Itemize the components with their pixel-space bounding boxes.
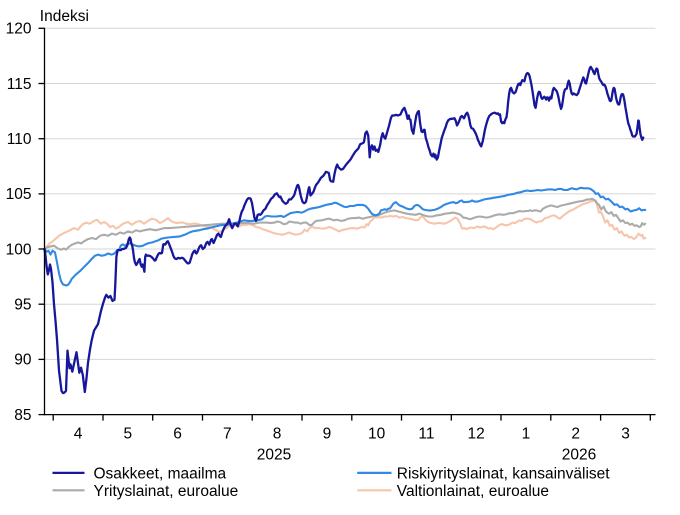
svg-text:8: 8 xyxy=(273,425,282,442)
svg-text:Valtionlainat, euroalue: Valtionlainat, euroalue xyxy=(397,483,549,500)
svg-text:5: 5 xyxy=(123,425,132,442)
svg-text:1: 1 xyxy=(522,425,531,442)
svg-text:95: 95 xyxy=(14,297,31,314)
svg-text:100: 100 xyxy=(6,241,32,258)
svg-text:Riskiyrityslainat, kansainväli: Riskiyrityslainat, kansainväliset xyxy=(397,465,610,482)
svg-text:7: 7 xyxy=(223,425,232,442)
svg-text:9: 9 xyxy=(323,425,332,442)
svg-text:2026: 2026 xyxy=(562,447,596,464)
svg-text:120: 120 xyxy=(6,21,32,38)
svg-text:Osakkeet, maailma: Osakkeet, maailma xyxy=(94,465,227,482)
svg-text:4: 4 xyxy=(74,425,83,442)
svg-text:11: 11 xyxy=(418,425,434,442)
svg-text:6: 6 xyxy=(173,425,182,442)
svg-text:85: 85 xyxy=(14,407,31,424)
svg-text:Yrityslainat, euroalue: Yrityslainat, euroalue xyxy=(94,483,239,500)
svg-text:2: 2 xyxy=(571,425,580,442)
svg-text:Indeksi: Indeksi xyxy=(40,8,89,25)
svg-text:12: 12 xyxy=(467,425,484,442)
svg-text:3: 3 xyxy=(621,425,630,442)
svg-text:110: 110 xyxy=(7,131,32,148)
svg-text:115: 115 xyxy=(7,76,32,93)
svg-text:2025: 2025 xyxy=(257,447,291,464)
svg-text:10: 10 xyxy=(368,425,386,442)
svg-text:90: 90 xyxy=(14,352,32,369)
svg-text:105: 105 xyxy=(6,186,32,203)
